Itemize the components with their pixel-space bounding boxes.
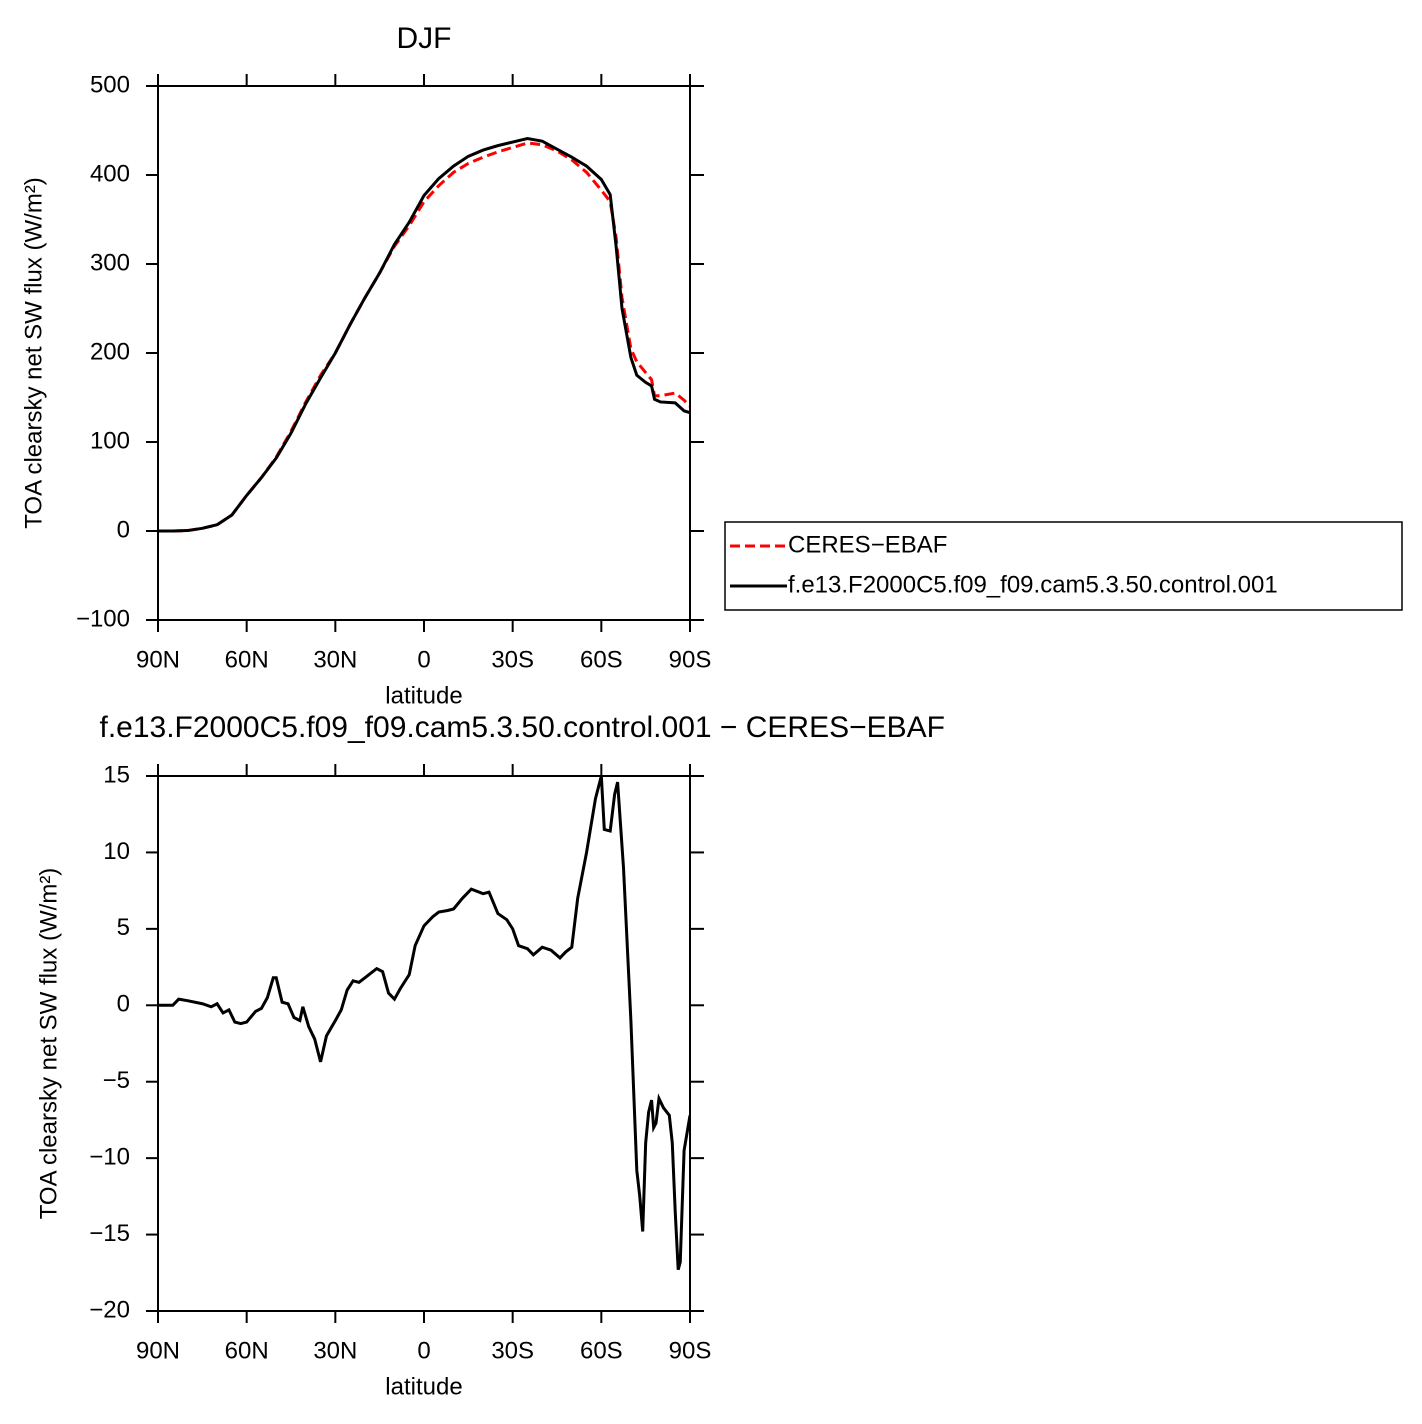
x-tick-label: 0 [417,1337,430,1364]
y-tick-label: 10 [103,838,130,865]
x-tick-label: 0 [417,646,430,673]
y-tick-label: −20 [89,1296,130,1323]
data-line [158,775,690,1271]
y-axis-label: TOA clearsky net SW flux (W/m²) [35,868,62,1220]
y-tick-label: 15 [103,761,130,788]
x-axis-label: latitude [385,682,462,709]
y-tick-label: −10 [89,1143,130,1170]
chart-title: f.e13.F2000C5.f09_f09.cam5.3.50.control.… [99,711,945,744]
legend-box [724,521,1403,611]
legend-label: f.e13.F2000C5.f09_f09.cam5.3.50.control.… [788,571,1278,598]
x-tick-label: 90N [136,646,180,673]
y-tick-label: 100 [90,427,130,454]
chart-title: DJF [397,22,452,55]
y-axis-label: TOA clearsky net SW flux (W/m²) [20,177,47,529]
y-tick-label: −15 [89,1220,130,1247]
x-tick-label: 60S [580,646,623,673]
x-axis-label: latitude [385,1373,462,1400]
y-tick-label: 0 [117,991,130,1018]
y-tick-label: 0 [117,516,130,543]
x-tick-label: 90N [136,1337,180,1364]
x-tick-label: 30S [491,1337,534,1364]
plot-frame [157,85,691,621]
x-tick-label: 90S [669,646,712,673]
x-tick-label: 60S [580,1337,623,1364]
x-tick-label: 30N [313,1337,357,1364]
legend-label: CERES−EBAF [788,531,947,558]
y-tick-label: 300 [90,249,130,276]
y-tick-label: −5 [103,1067,130,1094]
y-tick-label: 5 [117,914,130,941]
plot-frame [157,775,691,1312]
y-tick-label: 500 [90,71,130,98]
x-tick-label: 60N [225,1337,269,1364]
x-tick-label: 90S [669,1337,712,1364]
x-tick-label: 60N [225,646,269,673]
data-line [158,136,690,533]
y-tick-label: 400 [90,160,130,187]
y-tick-label: −100 [76,605,130,632]
x-tick-label: 30N [313,646,357,673]
x-tick-label: 30S [491,646,534,673]
y-tick-label: 200 [90,338,130,365]
